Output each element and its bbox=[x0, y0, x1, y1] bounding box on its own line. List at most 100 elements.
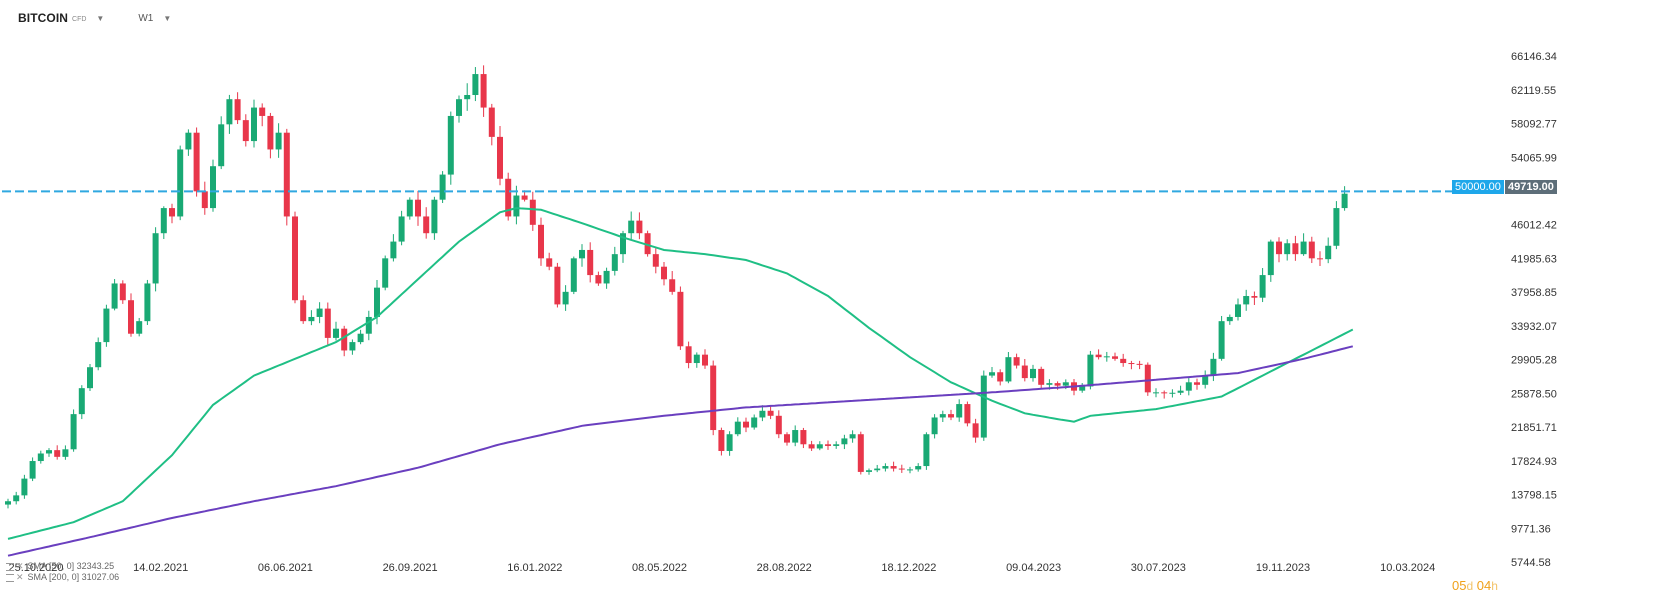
candle-body bbox=[1202, 375, 1209, 385]
candle-body bbox=[587, 249, 594, 276]
y-tick-label: 54065.99 bbox=[1511, 152, 1557, 164]
candle-body bbox=[382, 258, 389, 288]
candle-body bbox=[1144, 364, 1151, 393]
candle-body bbox=[1038, 368, 1045, 385]
candle-body bbox=[579, 249, 585, 259]
candle-body bbox=[1267, 241, 1274, 276]
candle-body bbox=[70, 414, 77, 450]
candle-body bbox=[456, 99, 462, 116]
candle-body bbox=[989, 372, 995, 376]
timeframe-selector[interactable]: W1 bbox=[138, 12, 154, 24]
candle-body bbox=[13, 495, 20, 502]
candle-body bbox=[333, 328, 339, 338]
candle-body bbox=[447, 115, 454, 175]
candle-body bbox=[997, 372, 1004, 382]
candle-body bbox=[726, 434, 733, 451]
candle-body bbox=[1325, 245, 1332, 260]
candle-body bbox=[620, 233, 626, 255]
candle-body bbox=[874, 468, 881, 471]
candle-body bbox=[1030, 368, 1036, 379]
countdown-hours-unit: h bbox=[1491, 579, 1498, 593]
candle-body bbox=[78, 388, 85, 415]
x-tick-label: 18.12.2022 bbox=[881, 562, 936, 574]
indicator-sma-200[interactable]: ✕ SMA [200, 0] 31027.06 bbox=[6, 572, 119, 583]
countdown-hours: 04 bbox=[1476, 578, 1492, 593]
candle-body bbox=[480, 74, 487, 108]
candle-body bbox=[136, 321, 143, 334]
y-tick-label: 29905.28 bbox=[1511, 355, 1557, 367]
close-icon[interactable]: ✕ bbox=[16, 572, 24, 582]
y-tick-label: 33932.07 bbox=[1511, 321, 1557, 333]
candle-body bbox=[636, 220, 643, 234]
indicator-value: 31027.06 bbox=[81, 572, 120, 582]
candle-body bbox=[29, 461, 36, 479]
candle-body bbox=[857, 434, 864, 472]
candle-body bbox=[1226, 316, 1233, 322]
y-tick-label: 62119.55 bbox=[1511, 85, 1556, 97]
candle-body bbox=[1235, 304, 1241, 317]
candle-body bbox=[128, 300, 134, 334]
settings-lines-icon[interactable] bbox=[6, 573, 14, 582]
sma-200-line bbox=[7, 345, 1354, 557]
candle-body bbox=[693, 354, 700, 364]
candle-body bbox=[964, 404, 971, 424]
candle-body bbox=[267, 115, 274, 150]
candle-body bbox=[1112, 356, 1118, 359]
candle-body bbox=[1284, 243, 1291, 255]
candle-body bbox=[1062, 382, 1069, 386]
candle-body bbox=[513, 195, 520, 217]
candle-body bbox=[800, 430, 807, 445]
candle-body bbox=[1128, 363, 1135, 365]
countdown-days-unit: d bbox=[1466, 579, 1474, 593]
candle-body bbox=[1153, 392, 1159, 394]
candles-layer bbox=[5, 65, 1348, 509]
x-axis: 25.10.2020 14.02.2021 06.06.2021 26.09.2021… bbox=[8, 562, 1435, 574]
candle-body bbox=[1185, 382, 1192, 391]
candle-body bbox=[87, 367, 93, 389]
candle-body bbox=[759, 410, 766, 418]
candle-body bbox=[907, 469, 913, 471]
last-price-tag: 49719.00 bbox=[1505, 180, 1557, 194]
symbol-type: CFD bbox=[72, 16, 87, 23]
candle-body bbox=[505, 178, 512, 217]
candle-body bbox=[685, 346, 692, 364]
sma-50-line bbox=[7, 207, 1354, 540]
candle-body bbox=[357, 333, 364, 343]
candle-body bbox=[677, 291, 684, 347]
settings-lines-icon[interactable] bbox=[6, 562, 14, 571]
candle-body bbox=[1021, 365, 1028, 379]
candle-body bbox=[160, 208, 167, 234]
candle-body bbox=[5, 501, 11, 505]
candle-body bbox=[275, 132, 282, 150]
candle-body bbox=[751, 417, 758, 428]
candle-body bbox=[767, 410, 774, 416]
x-tick-label: 30.07.2023 bbox=[1131, 562, 1186, 574]
close-icon[interactable]: ✕ bbox=[16, 561, 24, 571]
candle-body bbox=[242, 120, 249, 142]
candle-body bbox=[775, 415, 782, 435]
candle-body bbox=[144, 283, 151, 322]
candle-body bbox=[792, 430, 799, 443]
candle-body bbox=[644, 233, 651, 255]
candle-body bbox=[283, 132, 290, 217]
symbol-name[interactable]: BITCOIN bbox=[18, 11, 69, 25]
indicator-sma-50[interactable]: ✕ SMA [50, 0] 32343.25 bbox=[6, 561, 119, 572]
candle-body bbox=[308, 316, 315, 322]
candle-body bbox=[882, 466, 889, 469]
candle-body bbox=[603, 270, 610, 284]
candle-body bbox=[1251, 296, 1258, 298]
candle-body bbox=[972, 423, 979, 438]
x-tick-label: 16.01.2022 bbox=[507, 562, 562, 574]
symbol-chevron-down-icon[interactable]: ▼ bbox=[96, 13, 105, 23]
y-tick-label: 13798.15 bbox=[1511, 490, 1557, 502]
candle-body bbox=[1300, 241, 1307, 255]
level-price-tag[interactable]: 50000.00 bbox=[1452, 180, 1504, 194]
candle-body bbox=[521, 195, 528, 200]
candle-body bbox=[816, 444, 823, 449]
indicator-label: SMA [50, 0] bbox=[27, 561, 75, 571]
candle-body bbox=[956, 404, 963, 418]
timeframe-chevron-down-icon[interactable]: ▼ bbox=[163, 13, 172, 23]
candle-body bbox=[464, 95, 471, 100]
candle-body bbox=[1177, 390, 1184, 393]
